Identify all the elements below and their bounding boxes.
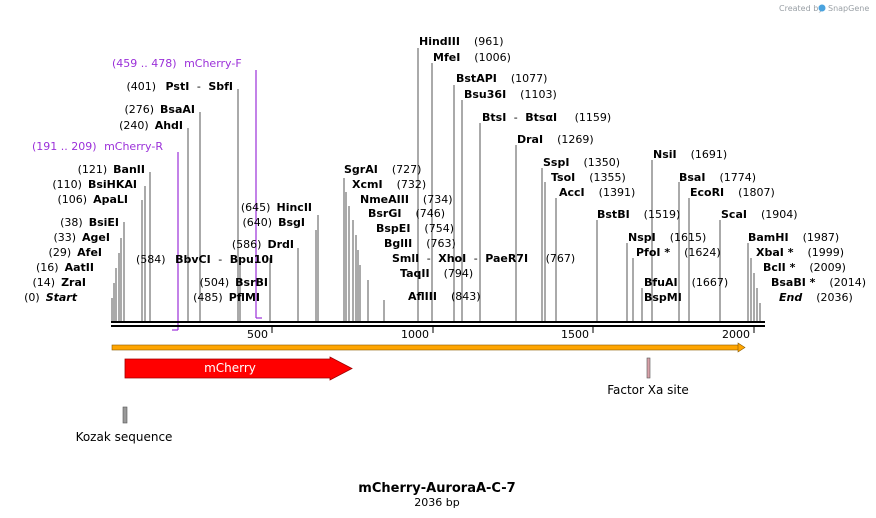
backbone-bottom-strand	[111, 325, 765, 327]
site-label-bglii[interactable]: BglII (763)	[384, 237, 456, 250]
site-label-taqii[interactable]: TaqII (794)	[400, 267, 473, 280]
site-label-mfei[interactable]: MfeI (1006)	[433, 51, 511, 64]
site-label-afei[interactable]: (29) AfeI	[49, 246, 102, 259]
left-site-labels: (401) PstI - SbfI (276) BsaAI (240) AhdI (…	[24, 80, 233, 304]
site-label-bsu36i[interactable]: Bsu36I (1103)	[464, 88, 557, 101]
site-label-drai[interactable]: DraI (1269)	[517, 133, 594, 146]
site-label-bsai[interactable]: BsaI (1774)	[679, 171, 756, 184]
backbone-top-strand	[111, 321, 765, 323]
site-label-bcli[interactable]: BclI * (2009)	[763, 261, 846, 274]
tick-label-1500: 1500	[561, 328, 589, 341]
site-label-ecori[interactable]: EcoRI (1807)	[690, 186, 775, 199]
site-label-bsaai[interactable]: (276) BsaAI	[124, 103, 195, 116]
site-label-smli-xhoi-paer7i[interactable]: SmlI - XhoI - PaeR7I (767)	[392, 252, 575, 265]
scale-ticks	[271, 327, 755, 333]
mid-site-labels: (584) BbvCI - Bpu10I (645) HincII (640) Bs…	[136, 201, 312, 304]
site-label-drdi[interactable]: (586) DrdI	[232, 238, 294, 251]
site-label-afliii[interactable]: AflIII (843)	[408, 290, 481, 303]
site-label-banii[interactable]: (121) BanII	[78, 163, 145, 176]
xho-site-labels: SgrAI (727) XcmI (732) NmeAIII (734) BsrGI(…	[344, 163, 575, 303]
site-label-start[interactable]: (0) Start	[24, 291, 78, 304]
site-label-bstapi[interactable]: BstAPI (1077)	[456, 72, 547, 85]
site-label-end[interactable]: End (2036)	[779, 291, 853, 304]
snapgene-logo-icon	[818, 4, 826, 12]
site-label-bsihkai[interactable]: (110) BsiHKAI	[52, 178, 137, 191]
site-label-xcmi[interactable]: XcmI (732)	[352, 178, 426, 191]
site-label-zrai[interactable]: (14) ZraI	[32, 276, 86, 289]
site-label-nspi[interactable]: NspI (1615)	[628, 231, 706, 244]
site-label-bspmi[interactable]: BspMI	[644, 291, 682, 304]
site-label-bbvci-bpu10i[interactable]: (584) BbvCI - Bpu10I	[136, 253, 273, 266]
leader-lines	[111, 48, 761, 323]
primer-range-mcherry-f: (459 .. 478)	[112, 57, 177, 70]
primer-name-mcherry-f: mCherry-F	[184, 57, 242, 70]
primer-lines	[172, 70, 262, 331]
site-label-bsiei[interactable]: (38) BsiEI	[60, 216, 119, 229]
site-label-pfoi[interactable]: PfoI * (1624)	[636, 246, 721, 259]
full-length-feature-arrowhead	[737, 342, 746, 353]
mcherry-feature-arrow[interactable]	[124, 356, 353, 381]
site-label-apali[interactable]: (106) ApaLI	[57, 193, 128, 206]
tick-label-2000: 2000	[722, 328, 750, 341]
primer-name-mcherry-r: mCherry-R	[104, 140, 163, 153]
site-label-bsgi[interactable]: (640) BsgI	[243, 216, 306, 229]
plasmid-length: 2036 bp	[414, 496, 459, 509]
full-length-feature-bar[interactable]	[111, 344, 741, 351]
site-label-nsii[interactable]: NsiI (1691)	[653, 148, 727, 161]
site-label-bsrbi[interactable]: (504) BsrBI	[200, 276, 268, 289]
site-label-bamhi[interactable]: BamHI (1987)	[748, 231, 839, 244]
tick-label-1000: 1000	[401, 328, 429, 341]
site-label-bfuai[interactable]: BfuAI (1667)	[644, 276, 728, 289]
end-site-labels: BamHI (1987) XbaI * (1999) BclI * (2009) Bs…	[748, 231, 866, 304]
site-label-psti-sbfi[interactable]: (401) PstI - SbfI	[126, 80, 233, 93]
mcherry-feature-label: mCherry	[204, 361, 256, 375]
primer-range-mcherry-r: (191 .. 209)	[32, 140, 97, 153]
site-label-bspei[interactable]: BspEI (754)	[376, 222, 454, 235]
kozak-sequence-label: Kozak sequence	[76, 430, 173, 444]
site-label-hindiii[interactable]: HindIII (961)	[419, 35, 504, 48]
site-label-pflmi[interactable]: (485) PflMI	[193, 291, 260, 304]
primer-label-mcherry-f[interactable]: (459 .. 478) mCherry-F	[112, 57, 242, 70]
site-label-xbai[interactable]: XbaI * (1999)	[756, 246, 844, 259]
plasmid-title: mCherry-AuroraA-C-7	[358, 481, 515, 496]
tick-label-500: 500	[247, 328, 268, 341]
site-label-bsabi[interactable]: BsaBI * (2014)	[771, 276, 866, 289]
site-label-acci[interactable]: AccI (1391)	[559, 186, 635, 199]
credit-prefix: Created by	[779, 4, 823, 13]
site-label-btsi-btsai[interactable]: BtsI - BtsαI (1159)	[482, 111, 611, 124]
site-label-bsrgi[interactable]: BsrGI (746)	[368, 207, 445, 220]
site-label-hincii[interactable]: (645) HincII	[241, 201, 312, 214]
site-label-bstbi[interactable]: BstBI (1519)	[597, 208, 680, 221]
site-label-agei[interactable]: (33) AgeI	[53, 231, 110, 244]
site-label-aatii[interactable]: (16) AatII	[36, 261, 94, 274]
center-site-labels: HindIII (961) MfeI (1006) BstAPI (1077) Bsu…	[419, 35, 798, 304]
site-label-sspi[interactable]: SspI (1350)	[543, 156, 620, 169]
factor-xa-site-marker[interactable]	[646, 357, 651, 379]
kozak-sequence-marker[interactable]	[122, 406, 128, 424]
site-label-nmeaiii[interactable]: NmeAIII (734)	[360, 193, 453, 206]
site-label-scai[interactable]: ScaI (1904)	[721, 208, 798, 221]
factor-xa-site-label: Factor Xa site	[607, 383, 689, 397]
primer-label-mcherry-r[interactable]: (191 .. 209) mCherry-R	[32, 140, 163, 153]
credit-brand: SnapGene	[828, 4, 869, 13]
site-label-ahdi[interactable]: (240) AhdI	[119, 119, 183, 132]
site-label-sgrai[interactable]: SgrAI (727)	[344, 163, 421, 176]
site-label-tsoi[interactable]: TsoI (1355)	[551, 171, 626, 184]
